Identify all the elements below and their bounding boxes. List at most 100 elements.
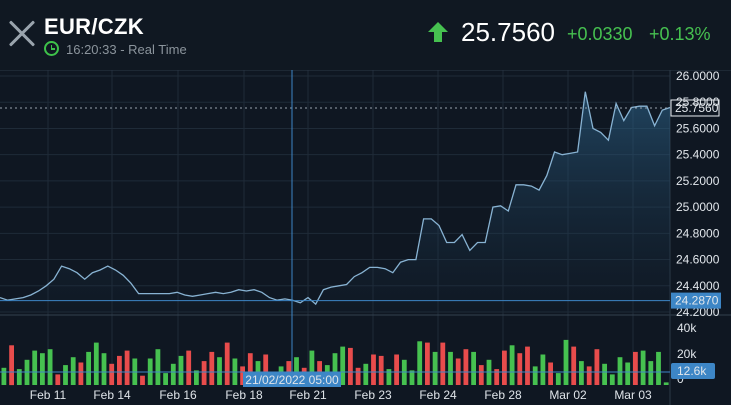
clock-icon — [44, 41, 59, 56]
price-axis-tick: 25.0000 — [676, 200, 720, 214]
volume-bar — [117, 355, 122, 385]
volume-bar — [186, 350, 192, 385]
volume-bar — [1, 367, 7, 385]
arrow-up-icon — [428, 22, 448, 42]
date-axis-tick: Feb 18 — [225, 388, 263, 402]
volume-bar — [386, 369, 392, 385]
volume-bar — [448, 351, 453, 385]
date-axis-tick: Mar 02 — [549, 388, 587, 402]
volume-bar — [663, 382, 669, 385]
volume-bar — [633, 351, 638, 385]
date-axis-tick: Feb 11 — [30, 388, 67, 402]
quote-time: 16:20:33 - Real Time — [66, 42, 187, 57]
last-price: 25.7560 — [461, 17, 555, 47]
volume-bar — [93, 342, 99, 385]
volume-bar — [140, 375, 145, 385]
crosshair-price-label: 24.2870 — [675, 294, 719, 308]
volume-bar — [586, 366, 592, 385]
volume-bar — [9, 345, 14, 386]
crosshair-volume-label: 12.6k — [677, 364, 707, 378]
volume-bar — [240, 366, 245, 385]
volume-bar — [55, 374, 61, 385]
volume-bar — [625, 362, 631, 385]
volume-axis-tick: 20k — [677, 347, 697, 361]
volume-bar — [509, 345, 515, 386]
volume-bar — [602, 363, 607, 385]
price-axis-tick: 24.6000 — [676, 253, 720, 267]
volume-bar — [563, 339, 569, 385]
date-axis-tick: Feb 24 — [419, 388, 457, 402]
volume-bar — [378, 355, 384, 385]
volume-bar — [47, 349, 53, 385]
volume-bar — [579, 361, 584, 385]
volume-bar — [178, 355, 184, 385]
volume-bar — [155, 349, 161, 385]
volume-bar — [209, 351, 215, 385]
date-axis-tick: Feb 23 — [354, 388, 392, 402]
volume-bar — [16, 369, 22, 385]
volume-bar — [194, 370, 199, 385]
volume-bar — [294, 357, 299, 385]
volume-bar — [32, 350, 38, 385]
crosshair-date-label: 21/02/2022 05:00 — [245, 373, 339, 387]
volume-bar — [340, 346, 346, 385]
price-area — [0, 91, 670, 312]
time-value: 16:20:33 — [66, 42, 117, 57]
date-axis-tick: Feb 16 — [159, 388, 197, 402]
price-axis-tick: 24.8000 — [676, 226, 720, 240]
price-axis-tick: 25.6000 — [676, 121, 720, 135]
volume-bar — [355, 367, 361, 385]
volume-bar — [201, 361, 207, 385]
date-axis-tick: Feb 21 — [289, 388, 327, 402]
quote-header: EUR/CZK 16:20:33 - Real Time 25.7560 +0.… — [0, 0, 731, 70]
close-icon[interactable] — [8, 20, 36, 48]
volume-bar — [101, 353, 107, 385]
price-line — [0, 91, 671, 306]
volume-bar — [548, 362, 553, 385]
volume-bar — [463, 349, 469, 385]
date-axis-tick: Feb 14 — [93, 388, 131, 402]
volume-bar — [224, 342, 230, 385]
volume-bar — [70, 357, 76, 385]
volume-bar — [332, 353, 338, 385]
volume-bar — [86, 351, 91, 385]
volume-bar — [363, 363, 369, 385]
volume-bar — [502, 350, 507, 385]
volume-bar — [247, 353, 253, 385]
volume-bar — [109, 363, 115, 385]
volume-bar — [471, 351, 476, 385]
price-axis-tick: 25.2000 — [676, 174, 720, 188]
crosshair-volume-box — [671, 363, 715, 379]
volume-bar — [78, 362, 84, 385]
volume-bar — [348, 347, 353, 385]
current-price-box — [670, 99, 720, 117]
volume-bar — [594, 349, 600, 385]
price-change: +0.0330 — [567, 24, 633, 44]
volume-bar — [440, 342, 446, 385]
volume-bar — [124, 350, 130, 385]
time-suffix: - Real Time — [116, 42, 187, 57]
volume-bar — [432, 351, 438, 385]
price-axis-tick: 24.4000 — [676, 279, 720, 293]
volume-bar — [540, 354, 546, 385]
crosshair-price-box — [671, 292, 721, 309]
volume-bar — [309, 350, 315, 385]
volume-bar — [571, 346, 577, 385]
price-axis-tick: 25.4000 — [676, 148, 720, 162]
volume-bar — [170, 363, 176, 385]
volume-bar — [517, 353, 523, 385]
volume-bar — [609, 374, 615, 385]
price-chart[interactable]: 25.7560 26.0000 25.8000 25.6000 25.4000 25.20… — [0, 70, 731, 405]
price-change-percent: +0.13% — [649, 24, 711, 44]
instrument-symbol: EUR/CZK — [44, 14, 144, 39]
volume-bar — [40, 353, 45, 385]
volume-bar — [555, 373, 561, 385]
volume-bar — [478, 365, 484, 385]
volume-bar — [217, 357, 222, 385]
crosshair-date-box — [243, 372, 341, 387]
volume-bar — [648, 361, 654, 385]
current-price-label: 25.7560 — [675, 101, 719, 115]
volume-bar — [63, 365, 68, 385]
volume-bar — [532, 366, 538, 385]
volume-bar — [656, 351, 661, 385]
